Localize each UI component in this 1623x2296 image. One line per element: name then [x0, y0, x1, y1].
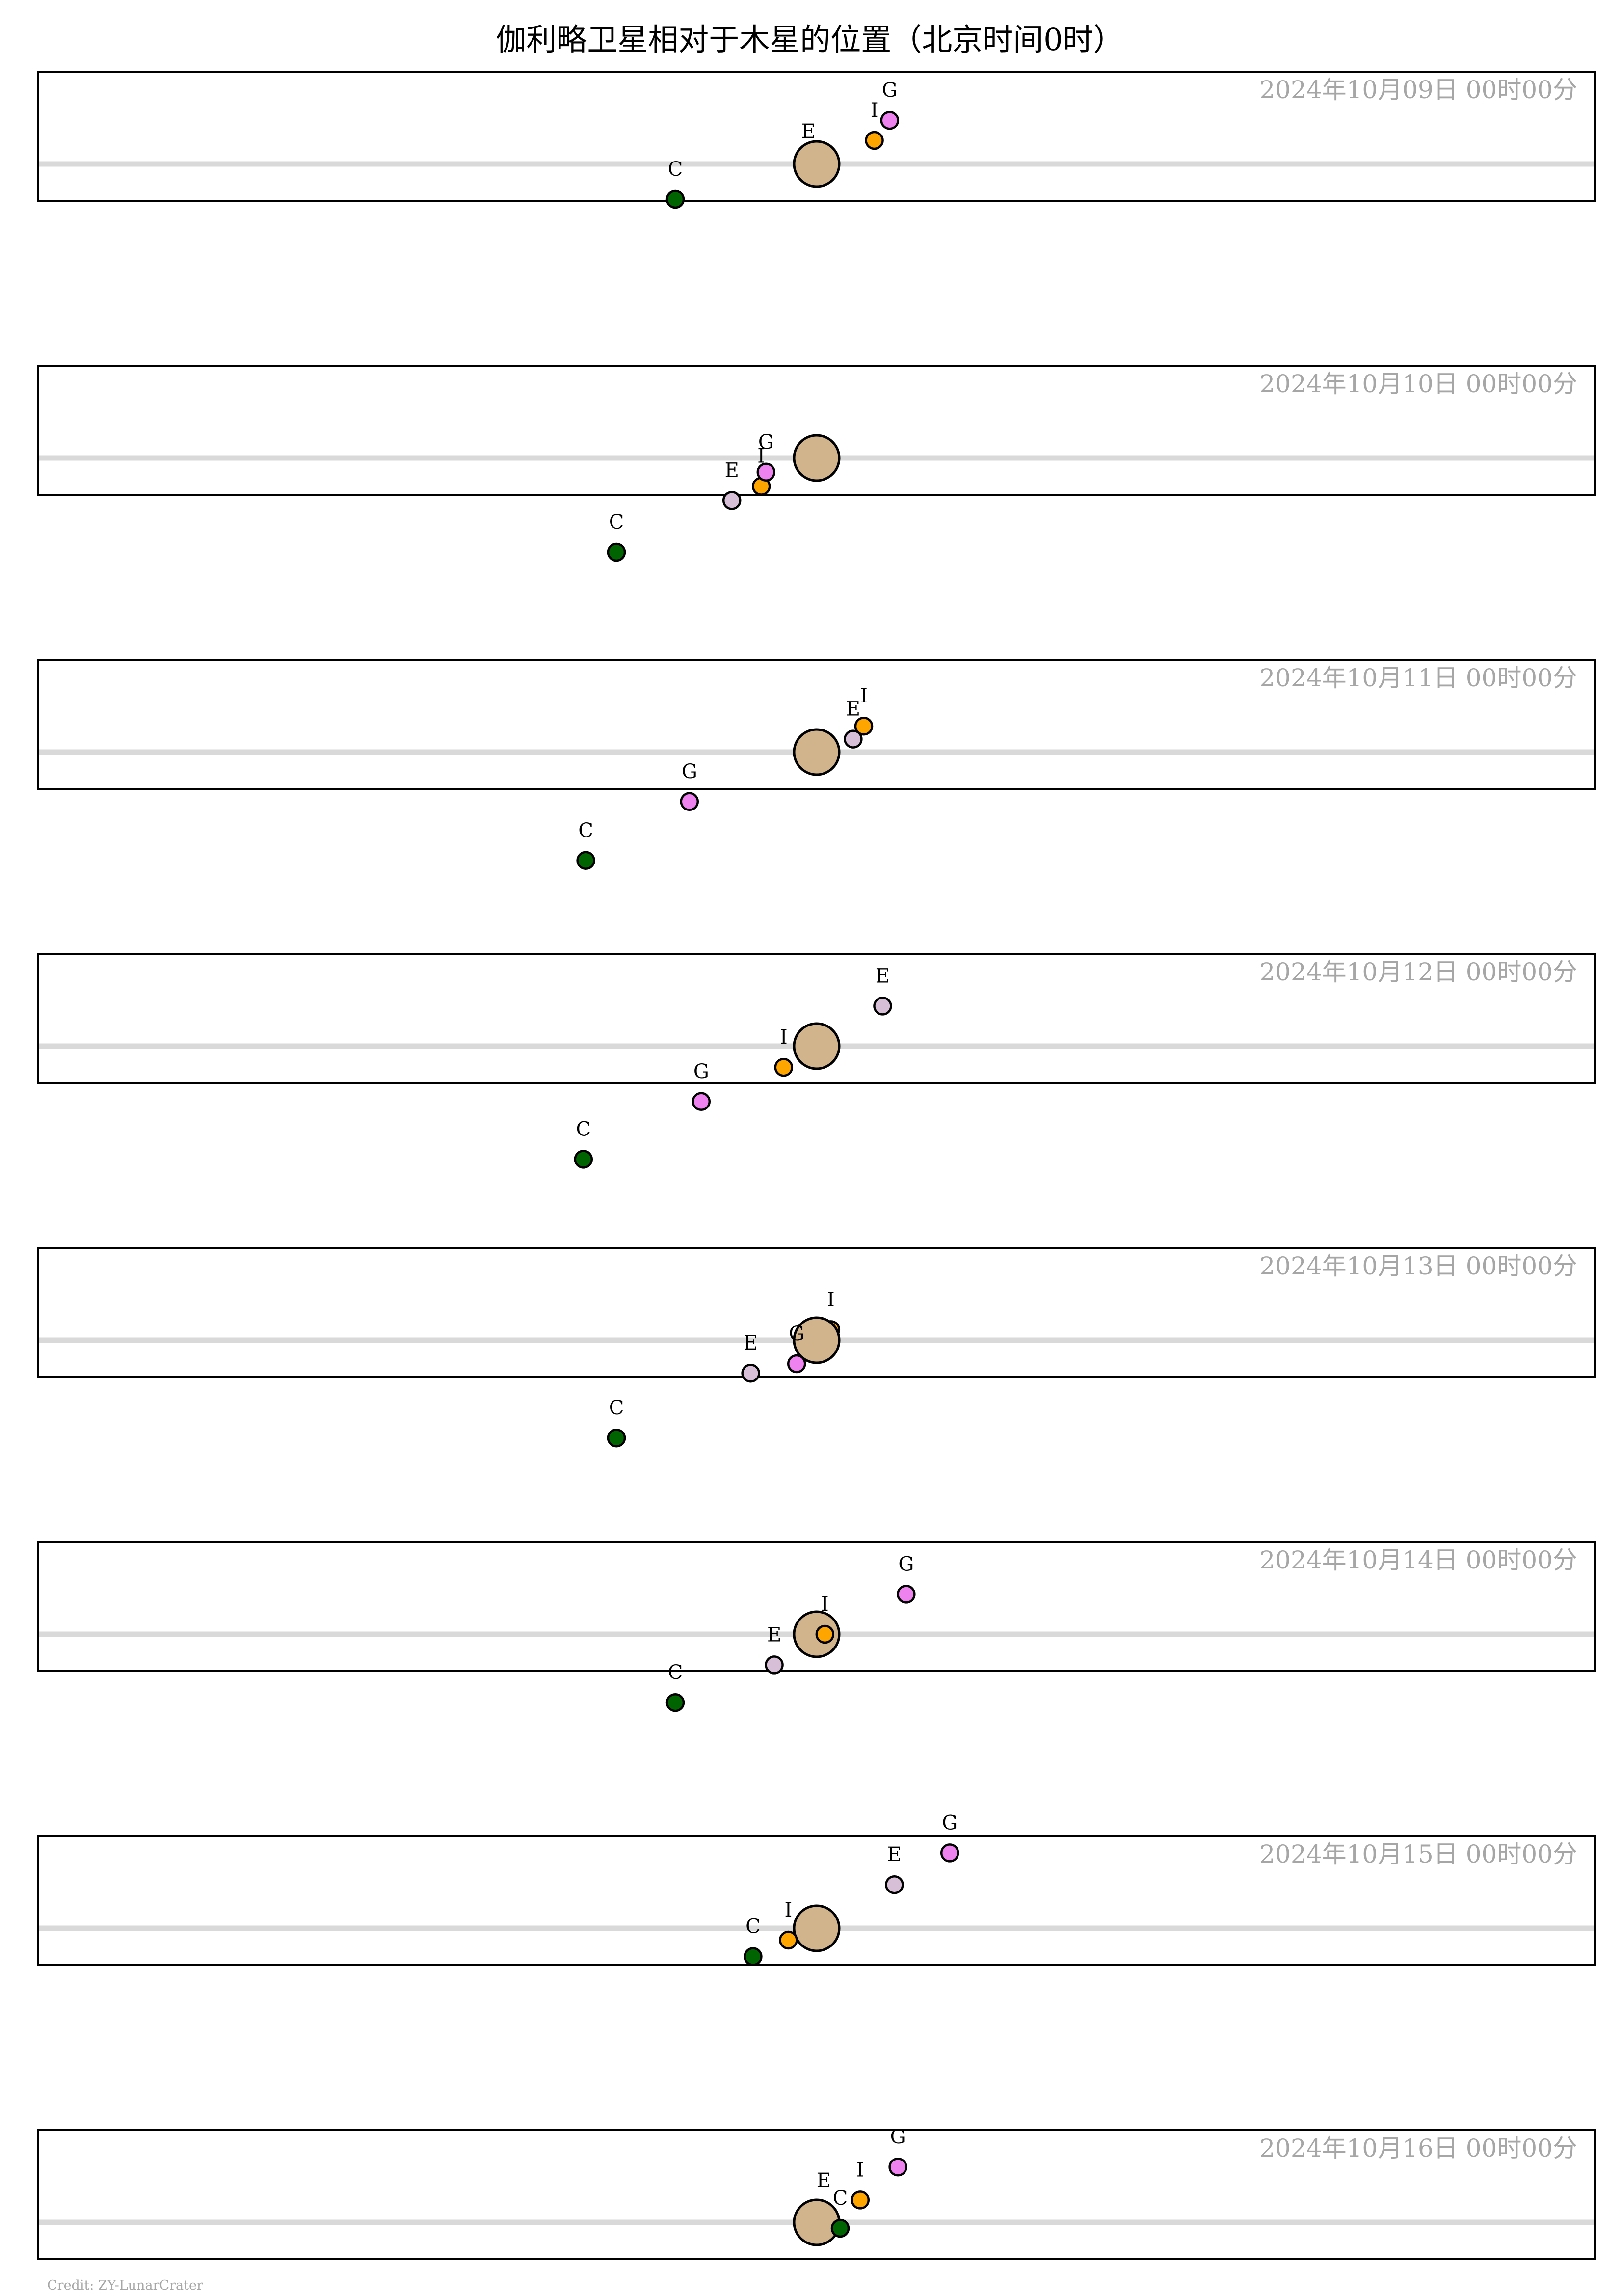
jupiter-disc	[793, 728, 841, 776]
moon-C-dot	[576, 851, 595, 870]
panel-8: 2024年10月16日 00时00分 E I G C	[37, 2126, 1596, 2260]
date-label: 2024年10月11日 00时00分	[1259, 664, 1577, 692]
jupiter-disc	[793, 140, 841, 188]
moon-I-dot	[854, 716, 874, 736]
jupiter-disc	[793, 434, 841, 482]
moon-I-label: I	[821, 1593, 829, 1616]
moon-G-label: G	[789, 1323, 804, 1345]
panel-frame	[37, 365, 1596, 496]
panel-1: 2024年10月09日 00时00分 E IG C	[37, 71, 1596, 209]
moon-E-label: E	[817, 2169, 831, 2192]
moon-E-label: E	[887, 1843, 902, 1866]
moon-G-dot	[680, 792, 699, 811]
panel-4: 2024年10月12日 00时00分 I E G C	[37, 953, 1596, 1169]
moon-I-dot	[851, 2190, 870, 2210]
moon-C-dot	[607, 542, 626, 562]
date-label: 2024年10月10日 00时00分	[1259, 370, 1577, 398]
moon-C-label: C	[833, 2187, 848, 2210]
jupiter-disc	[793, 1316, 841, 1364]
moon-E-dot	[741, 1363, 760, 1383]
panel-3: 2024年10月11日 00时00分 IE G C	[37, 659, 1596, 870]
date-label: 2024年10月13日 00时00分	[1259, 1252, 1577, 1280]
moon-C-dot	[607, 1428, 626, 1448]
panel-frame	[37, 2129, 1596, 2260]
moon-E-dot	[844, 729, 863, 749]
moon-C-dot	[830, 2218, 850, 2238]
moon-I-dot	[815, 1624, 835, 1644]
moon-C-dot	[574, 1150, 593, 1169]
moon-E-label: E	[744, 1332, 758, 1354]
date-label: 2024年10月16日 00时00分	[1259, 2134, 1577, 2162]
panel-7: 2024年10月15日 00时00分 I E G C	[37, 1811, 1596, 1966]
moon-C-label: C	[576, 1118, 591, 1140]
credit-label: Credit: ZY-LunarCrater	[47, 2278, 203, 2293]
moon-E-dot	[873, 997, 892, 1016]
date-label: 2024年10月14日 00时00分	[1259, 1546, 1577, 1574]
moon-G-label: G	[882, 79, 898, 102]
moon-I-dot	[774, 1057, 794, 1077]
moon-E-dot	[765, 1655, 784, 1675]
jupiter-disc	[793, 1022, 841, 1070]
moon-G-dot	[897, 1585, 916, 1604]
moon-I-label: I	[757, 445, 765, 468]
moon-E-label: E	[846, 698, 860, 721]
moon-I-label: I	[871, 99, 878, 122]
moon-G-dot	[888, 2157, 907, 2177]
moon-I-label: I	[780, 1026, 788, 1049]
moon-C-label: C	[668, 1661, 683, 1684]
moon-G-label: G	[682, 760, 697, 783]
moon-G-dot	[756, 462, 776, 482]
moon-C-label: C	[609, 511, 624, 534]
jupiter-disc	[793, 1904, 841, 1952]
moon-E-label: E	[801, 120, 816, 143]
moon-C-label: C	[578, 819, 593, 842]
panel-frame	[37, 71, 1596, 202]
moon-I-dot	[865, 131, 884, 150]
panel-5: 2024年10月13日 00时00分 I E G C	[37, 1247, 1596, 1448]
moon-G-label: G	[758, 431, 774, 454]
moon-E-label: E	[767, 1623, 781, 1646]
moon-C-label: C	[745, 1916, 761, 1938]
moon-C-dot	[665, 189, 685, 209]
moon-G-dot	[880, 110, 900, 130]
moon-G-label: G	[890, 2126, 906, 2148]
moon-E-dot	[722, 491, 742, 510]
moon-I-label: I	[784, 1899, 792, 1921]
moon-G-label: G	[693, 1060, 709, 1083]
panel-6: 2024年10月14日 00时00分 I E G C	[37, 1541, 1596, 1712]
moon-G-dot	[787, 1354, 806, 1374]
moon-E-label: E	[876, 965, 890, 987]
moon-G-label: G	[942, 1811, 958, 1834]
date-label: 2024年10月09日 00时00分	[1259, 76, 1577, 104]
moon-E-label: E	[725, 459, 739, 482]
moon-C-dot	[744, 1947, 763, 1966]
panel-frame	[37, 953, 1596, 1084]
moon-I-label: I	[827, 1288, 835, 1311]
panel-frame	[37, 1541, 1596, 1672]
moon-I-label: I	[856, 2159, 864, 2181]
moon-G-dot	[940, 1843, 959, 1863]
moon-I-dot	[779, 1930, 798, 1950]
moon-E-dot	[885, 1875, 904, 1894]
date-label: 2024年10月15日 00时00分	[1259, 1840, 1577, 1868]
panel-2: 2024年10月10日 00时00分 IEG C	[37, 365, 1596, 562]
moon-C-label: C	[609, 1397, 624, 1419]
panel-frame	[37, 1835, 1596, 1966]
moon-G-label: G	[898, 1553, 914, 1575]
moon-C-dot	[665, 1693, 685, 1712]
panel-frame	[37, 659, 1596, 790]
date-label: 2024年10月12日 00时00分	[1259, 958, 1577, 986]
panel-frame	[37, 1247, 1596, 1378]
chart-title: 伽利略卫星相对于木星的位置（北京时间0时）	[496, 22, 1123, 57]
moon-I-label: I	[860, 685, 868, 707]
moon-G-dot	[692, 1092, 711, 1111]
moon-C-label: C	[668, 158, 683, 181]
